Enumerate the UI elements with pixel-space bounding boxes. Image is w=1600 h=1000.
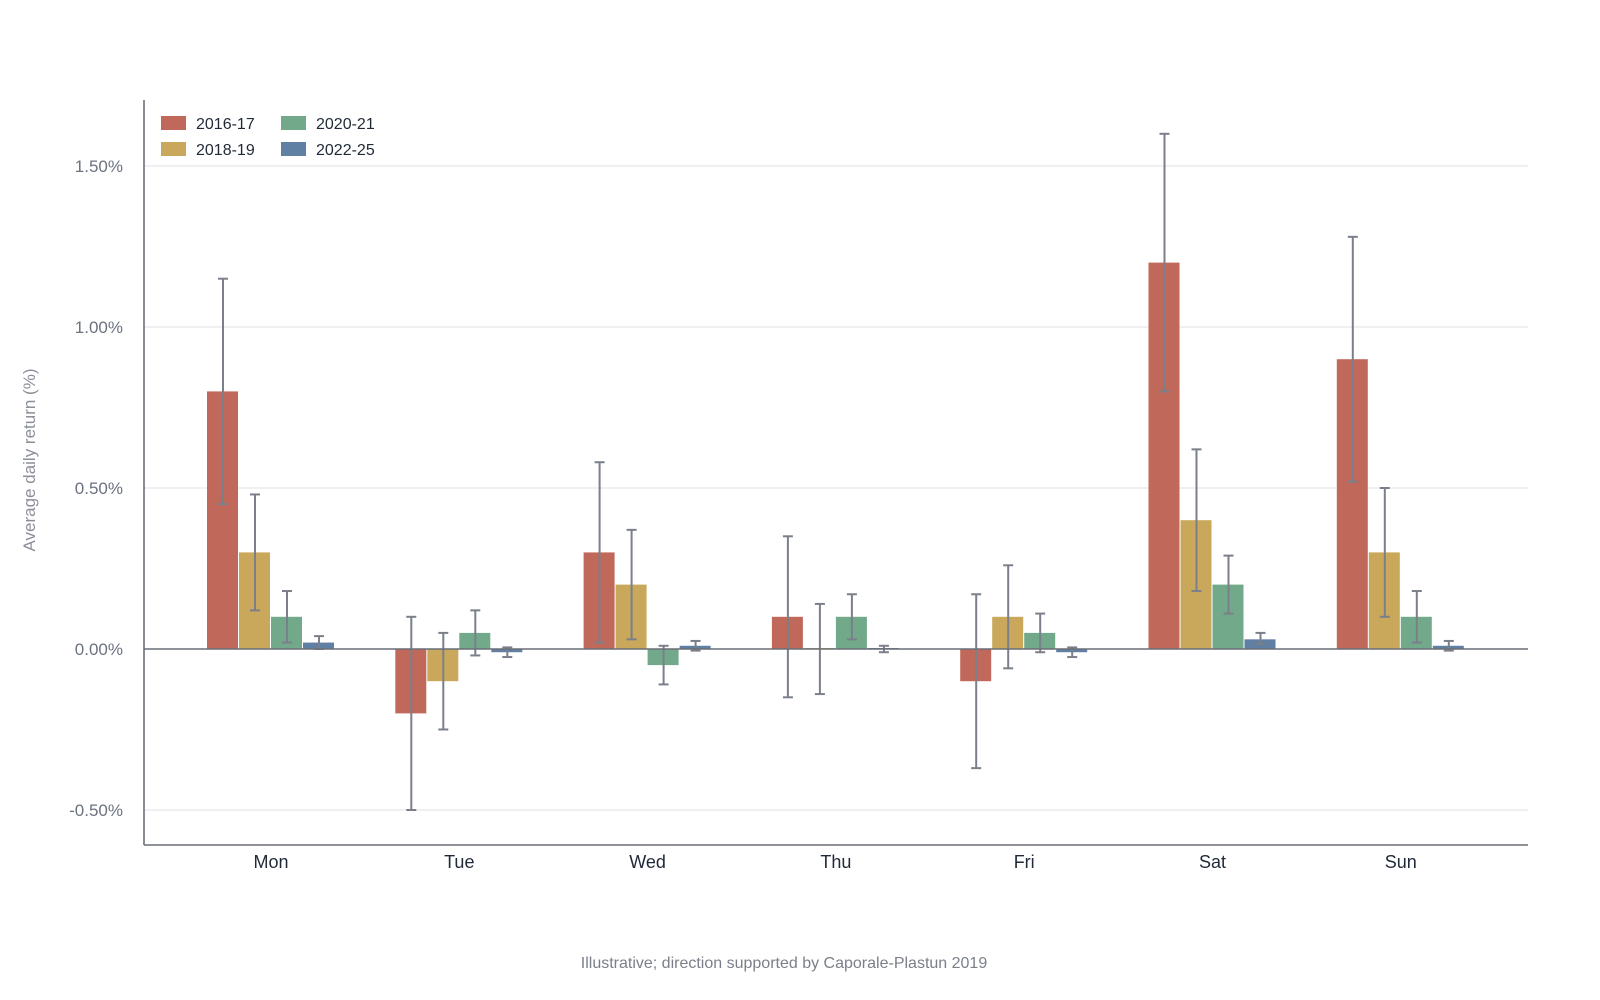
x-tick-label: Mon xyxy=(253,852,288,872)
y-tick-labels: -0.50% 0.00% 0.50% 1.00% 1.50% xyxy=(69,157,123,820)
legend-label: 2022-25 xyxy=(316,142,375,159)
legend-swatch xyxy=(161,142,186,156)
y-axis-label: Average daily return (%) xyxy=(20,369,39,552)
x-tick-labels: Mon Tue Wed Thu Fri Sat Sun xyxy=(253,852,1416,872)
y-tick-label: 0.50% xyxy=(75,479,123,498)
x-tick-label: Thu xyxy=(820,852,851,872)
y-tick-label: 0.00% xyxy=(75,640,123,659)
legend-swatch xyxy=(161,116,186,130)
x-tick-label: Tue xyxy=(444,852,474,872)
x-tick-label: Fri xyxy=(1014,852,1035,872)
legend: 2016-17 2018-19 2020-21 2022-25 xyxy=(161,116,375,159)
axes xyxy=(143,100,1528,846)
x-tick-label: Sat xyxy=(1199,852,1226,872)
legend-swatch xyxy=(281,116,306,130)
x-tick-label: Wed xyxy=(629,852,666,872)
legend-label: 2020-21 xyxy=(316,116,375,133)
legend-swatch xyxy=(281,142,306,156)
chart-caption: Illustrative; direction supported by Cap… xyxy=(581,955,988,972)
legend-label: 2016-17 xyxy=(196,116,255,133)
x-tick-label: Sun xyxy=(1385,852,1417,872)
y-tick-label: -0.50% xyxy=(69,801,123,820)
gridlines xyxy=(144,165,1528,811)
y-tick-label: 1.50% xyxy=(75,157,123,176)
legend-label: 2018-19 xyxy=(196,142,255,159)
y-tick-label: 1.00% xyxy=(75,318,123,337)
